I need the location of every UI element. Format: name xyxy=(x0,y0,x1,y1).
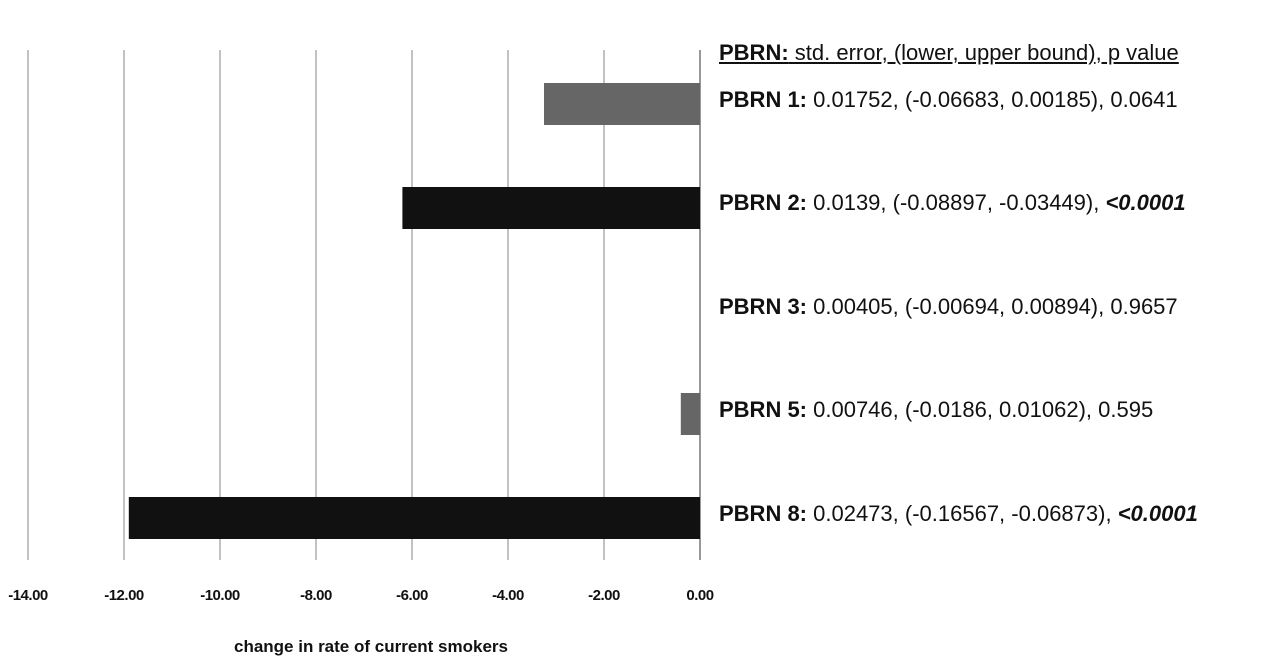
x-tick-label: 0.00 xyxy=(686,587,713,604)
stat-row-detail: 0.02473, (-0.16567, -0.06873), xyxy=(807,501,1118,526)
stat-row-pbrn2: PBRN 2: 0.0139, (-0.08897, -0.03449), <0… xyxy=(719,190,1186,216)
x-tick-labels: -14.00 -12.00 -10.00 -8.00 -6.00 -4.00 -2.00 0.… xyxy=(8,587,714,604)
x-tick-label: -6.00 xyxy=(396,587,428,604)
stat-row-pbrn5: PBRN 5: 0.00746, (-0.0186, 0.01062), 0.5… xyxy=(719,397,1153,423)
stat-row-label: PBRN 5: xyxy=(719,397,808,422)
x-axis-title: change in rate of current smokers xyxy=(234,637,508,656)
stat-row-p-value: 0.0641 xyxy=(1110,87,1178,112)
x-tick-label: -8.00 xyxy=(300,587,332,604)
bar-pbrn-8 xyxy=(128,497,701,539)
stat-row-p-value: <0.0001 xyxy=(1105,190,1186,215)
stat-row-detail: 0.0139, (-0.08897, -0.03449), xyxy=(807,190,1106,215)
stat-row-detail: 0.01752, (-0.06683, 0.00185), xyxy=(807,87,1111,112)
bar-pbrn-1 xyxy=(544,83,700,125)
stat-row-pbrn3: PBRN 3: 0.00405, (-0.00694, 0.00894), 0.… xyxy=(719,294,1178,320)
bar-pbrn-5 xyxy=(680,393,700,435)
stats-header: PBRN: std. error, (lower, upper bound), … xyxy=(719,40,1179,66)
x-tick-label: -14.00 xyxy=(8,587,48,604)
gridlines xyxy=(27,50,701,560)
bars xyxy=(128,83,701,539)
stat-row-p-value: <0.0001 xyxy=(1117,501,1198,526)
stat-row-p-value: 0.9657 xyxy=(1110,294,1178,319)
stat-row-pbrn8: PBRN 8: 0.02473, (-0.16567, -0.06873), <… xyxy=(719,501,1198,527)
bar-pbrn-2 xyxy=(402,187,700,229)
stats-header-label: PBRN: xyxy=(719,40,789,65)
stat-row-detail: 0.00405, (-0.00694, 0.00894), xyxy=(807,294,1111,319)
stat-row-label: PBRN 2: xyxy=(719,190,808,215)
x-tick-label: -12.00 xyxy=(104,587,144,604)
stat-row-label: PBRN 3: xyxy=(719,294,808,319)
stat-row-pbrn1: PBRN 1: 0.01752, (-0.06683, 0.00185), 0.… xyxy=(719,87,1178,113)
stat-row-label: PBRN 8: xyxy=(719,501,808,526)
stat-row-detail: 0.00746, (-0.0186, 0.01062), xyxy=(807,397,1099,422)
stat-row-label: PBRN 1: xyxy=(719,87,808,112)
x-tick-label: -10.00 xyxy=(200,587,240,604)
x-tick-label: -4.00 xyxy=(492,587,524,604)
stats-header-text: std. error, (lower, upper bound), p valu… xyxy=(788,40,1179,65)
x-tick-label: -2.00 xyxy=(588,587,620,604)
stat-row-p-value: 0.595 xyxy=(1098,397,1154,422)
